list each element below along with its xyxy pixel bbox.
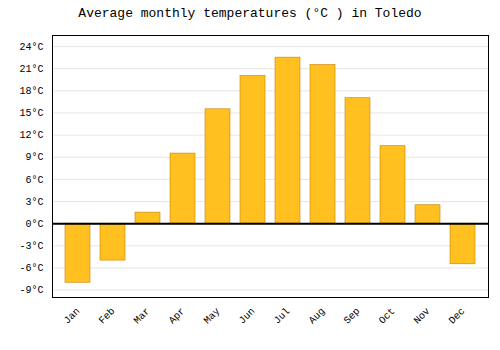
svg-text:Apr: Apr	[167, 306, 188, 327]
html-text:Average monthly temperatures (: Average monthly temperatures (°C ) in To…	[78, 6, 422, 21]
svg-text:-3°C: -3°C	[19, 241, 43, 252]
svg-text:Jan: Jan	[62, 306, 83, 327]
svg-text:18°C: 18°C	[19, 86, 43, 97]
svg-text:Aug: Aug	[307, 306, 328, 327]
svg-text:Sep: Sep	[342, 306, 363, 327]
svg-text:Oct: Oct	[377, 306, 398, 327]
svg-text:Mar: Mar	[132, 306, 153, 327]
svg-text:May: May	[202, 306, 223, 327]
svg-text:24°C: 24°C	[19, 42, 43, 53]
svg-text:Jun: Jun	[237, 306, 258, 327]
svg-text:-9°C: -9°C	[19, 285, 43, 296]
svg-text:Dec: Dec	[447, 306, 468, 327]
svg-text:15°C: 15°C	[19, 108, 43, 119]
svg-text:3°C: 3°C	[25, 197, 43, 208]
svg-text:-6°C: -6°C	[19, 263, 43, 274]
svg-text:Feb: Feb	[97, 306, 118, 327]
svg-text:21°C: 21°C	[19, 64, 43, 75]
svg-text:0°C: 0°C	[25, 219, 43, 230]
svg-text:9°C: 9°C	[25, 152, 43, 163]
svg-text:12°C: 12°C	[19, 130, 43, 141]
svg-text:Jul: Jul	[272, 306, 293, 327]
svg-text:6°C: 6°C	[25, 175, 43, 186]
svg-text:Nov: Nov	[412, 306, 433, 327]
